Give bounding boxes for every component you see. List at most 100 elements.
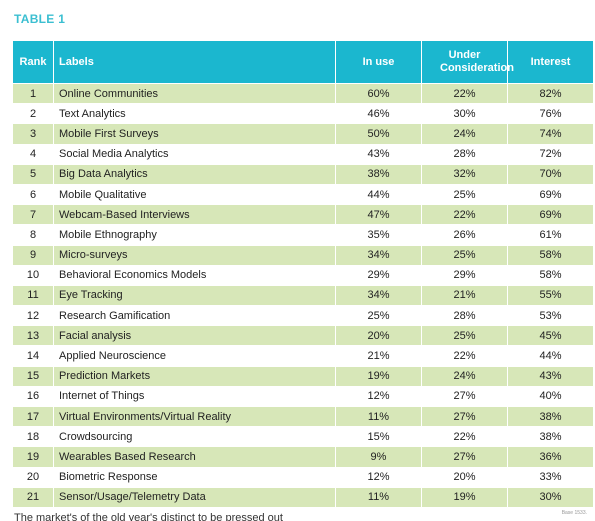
cell-interest: 43% (507, 365, 594, 387)
cell-rank: 20 (12, 466, 54, 488)
cell-label: Mobile Qualitative (53, 183, 336, 206)
cell-interest: 74% (507, 123, 594, 145)
cell-in-use: 29% (335, 264, 422, 286)
cell-rank: 16 (12, 385, 54, 408)
cell-interest: 82% (507, 82, 594, 105)
cell-in-use: 43% (335, 143, 422, 165)
header-under-consideration: Under Consideration (421, 40, 514, 84)
cell-in-use: 12% (335, 385, 422, 408)
table-row: 2 Text Analytics 46% 30% 76% (12, 103, 594, 125)
cell-interest: 69% (507, 183, 594, 206)
cell-label: Wearables Based Research (53, 446, 336, 468)
cell-rank: 4 (12, 143, 54, 165)
header-row: Rank Labels In use Under Consideration I… (12, 40, 594, 84)
cell-interest: 33% (507, 466, 594, 488)
cell-rank: 2 (12, 103, 54, 125)
cell-label: Eye Tracking (53, 284, 336, 307)
cell-interest: 61% (507, 224, 594, 246)
cell-in-use: 47% (335, 204, 422, 226)
cell-under-consideration: 30% (421, 103, 508, 125)
header-rank: Rank (12, 40, 54, 84)
cell-under-consideration: 27% (421, 446, 508, 468)
cell-label: Mobile First Surveys (53, 123, 336, 145)
cell-in-use: 34% (335, 284, 422, 307)
table-row: 10 Behavioral Economics Models 29% 29% 58% (12, 264, 594, 286)
table-row: 14 Applied Neuroscience 21% 22% 44% (12, 345, 594, 367)
cell-interest: 45% (507, 325, 594, 347)
cell-interest: 55% (507, 284, 594, 307)
cell-label: Prediction Markets (53, 365, 336, 387)
cell-rank: 13 (12, 325, 54, 347)
cell-under-consideration: 28% (421, 143, 508, 165)
cell-interest: 53% (507, 305, 594, 327)
cell-in-use: 50% (335, 123, 422, 145)
cell-interest: 30% (507, 486, 594, 508)
cell-in-use: 34% (335, 244, 422, 266)
cell-rank: 8 (12, 224, 54, 246)
table-row: 18 Crowdsourcing 15% 22% 38% (12, 426, 594, 448)
cell-under-consideration: 26% (421, 224, 508, 246)
cell-under-consideration: 24% (421, 123, 508, 145)
cell-rank: 1 (12, 82, 54, 105)
cell-label: Virtual Environments/Virtual Reality (53, 405, 336, 428)
cell-rank: 7 (12, 204, 54, 226)
table-row: 1 Online Communities 60% 22% 82% (12, 82, 594, 105)
table-row: 15 Prediction Markets 19% 24% 43% (12, 365, 594, 387)
cell-label: Biometric Response (53, 466, 336, 488)
cell-in-use: 12% (335, 466, 422, 488)
cell-interest: 44% (507, 345, 594, 367)
cell-in-use: 9% (335, 446, 422, 468)
cell-under-consideration: 24% (421, 365, 508, 387)
cell-rank: 18 (12, 426, 54, 448)
cell-under-consideration: 22% (421, 204, 508, 226)
cell-rank: 12 (12, 305, 54, 327)
cell-rank: 17 (12, 405, 54, 428)
header-in-use: In use (335, 40, 422, 84)
cell-rank: 14 (12, 345, 54, 367)
cell-interest: 72% (507, 143, 594, 165)
table-row: 16 Internet of Things 12% 27% 40% (12, 385, 594, 408)
cell-label: Webcam-Based Interviews (53, 204, 336, 226)
cell-under-consideration: 21% (421, 284, 508, 307)
cell-label: Mobile Ethnography (53, 224, 336, 246)
cell-label: Text Analytics (53, 103, 336, 125)
cell-in-use: 38% (335, 163, 422, 185)
cell-rank: 3 (12, 123, 54, 145)
header-labels: Labels (53, 40, 336, 84)
cell-interest: 38% (507, 405, 594, 428)
table-row: 8 Mobile Ethnography 35% 26% 61% (12, 224, 594, 246)
table-row: 9 Micro-surveys 34% 25% 58% (12, 244, 594, 266)
cell-label: Research Gamification (53, 305, 336, 327)
cell-label: Sensor/Usage/Telemetry Data (53, 486, 336, 508)
cell-interest: 76% (507, 103, 594, 125)
cell-label: Behavioral Economics Models (53, 264, 336, 286)
cell-under-consideration: 19% (421, 486, 508, 508)
cell-label: Crowdsourcing (53, 426, 336, 448)
table-row: 4 Social Media Analytics 43% 28% 72% (12, 143, 594, 165)
cell-in-use: 21% (335, 345, 422, 367)
cell-in-use: 20% (335, 325, 422, 347)
cell-under-consideration: 22% (421, 345, 508, 367)
table-row: 5 Big Data Analytics 38% 32% 70% (12, 163, 594, 185)
cell-under-consideration: 25% (421, 325, 508, 347)
cell-rank: 6 (12, 183, 54, 206)
table-row: 21 Sensor/Usage/Telemetry Data 11% 19% 30% (12, 486, 594, 508)
cell-rank: 19 (12, 446, 54, 468)
cell-label: Online Communities (53, 82, 336, 105)
table-row: 7 Webcam-Based Interviews 47% 22% 69% (12, 204, 594, 226)
cell-interest: 40% (507, 385, 594, 408)
cell-in-use: 15% (335, 426, 422, 448)
cell-label: Internet of Things (53, 385, 336, 408)
table-row: 3 Mobile First Surveys 50% 24% 74% (12, 123, 594, 145)
cell-interest: 69% (507, 204, 594, 226)
table-row: 19 Wearables Based Research 9% 27% 36% (12, 446, 594, 468)
table-title: TABLE 1 (14, 12, 66, 26)
cell-rank: 11 (12, 284, 54, 307)
table-row: 13 Facial analysis 20% 25% 45% (12, 325, 594, 347)
cell-label: Social Media Analytics (53, 143, 336, 165)
cell-under-consideration: 27% (421, 385, 508, 408)
cell-under-consideration: 22% (421, 82, 508, 105)
cell-label: Big Data Analytics (53, 163, 336, 185)
cell-rank: 9 (12, 244, 54, 266)
cell-interest: 38% (507, 426, 594, 448)
